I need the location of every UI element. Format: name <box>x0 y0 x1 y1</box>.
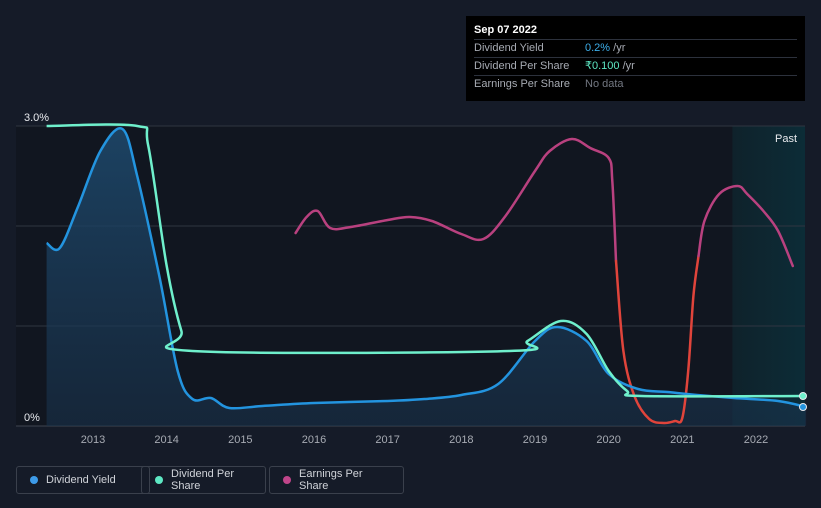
tooltip-label: Earnings Per Share <box>474 78 570 90</box>
tooltip-value: ₹0.100 <box>585 60 620 72</box>
earnings-per-share-line <box>294 137 618 263</box>
legend-dot <box>30 476 38 484</box>
legend-label: Dividend Per Share <box>171 468 234 492</box>
past-region <box>732 126 805 426</box>
legend-earnings-per-share[interactable]: Earnings Per Share <box>269 466 404 494</box>
dividend-per-share-end-marker <box>799 392 807 400</box>
tooltip-row-earnings-per-share: Earnings Per Share No data <box>474 75 797 93</box>
x-tick-label: 2013 <box>81 434 105 446</box>
dividend-yield-line <box>45 127 807 410</box>
x-tick-label: 2022 <box>744 434 768 446</box>
dividend-yield-area <box>46 128 807 426</box>
earnings-per-share-line <box>697 184 795 268</box>
tooltip-unit: /yr <box>619 60 635 72</box>
x-tick-label: 2014 <box>154 434 178 446</box>
legend-dividend-per-share[interactable]: Dividend Per Share <box>141 466 266 494</box>
dividend-yield-end-marker <box>799 403 807 411</box>
x-tick-label: 2015 <box>228 434 252 446</box>
legend-label: Dividend Yield <box>46 474 116 486</box>
past-label: Past <box>775 133 797 145</box>
tooltip-row-dividend-yield: Dividend Yield 0.2% /yr <box>474 39 797 57</box>
y-tick-label: 3.0% <box>24 112 49 124</box>
legend-label: Earnings Per Share <box>299 468 363 492</box>
tooltip-row-dividend-per-share: Dividend Per Share ₹0.100 /yr <box>474 57 797 75</box>
tooltip-value: No data <box>585 78 624 90</box>
tooltip-label: Dividend Yield <box>474 42 544 54</box>
y-tick-label: 0% <box>24 412 40 424</box>
legend-dot <box>283 476 291 484</box>
x-tick-label: 2016 <box>302 434 326 446</box>
tooltip-value: 0.2% <box>585 42 611 54</box>
x-tick-label: 2020 <box>596 434 620 446</box>
dividend-per-share-line <box>46 123 807 398</box>
tooltip-unit: /yr <box>610 42 626 54</box>
tooltip-date: Sep 07 2022 <box>474 24 537 36</box>
x-tick-label: 2021 <box>670 434 694 446</box>
tooltip-label: Dividend Per Share <box>474 60 570 72</box>
tooltip: Sep 07 2022 Dividend Yield 0.2% /yr Divi… <box>466 16 805 101</box>
x-tick-label: 2017 <box>375 434 399 446</box>
earnings-per-share-line <box>614 254 700 425</box>
legend-dot <box>155 476 163 484</box>
x-tick-label: 2019 <box>523 434 547 446</box>
legend-dividend-yield[interactable]: Dividend Yield <box>16 466 150 494</box>
x-tick-label: 2018 <box>449 434 473 446</box>
